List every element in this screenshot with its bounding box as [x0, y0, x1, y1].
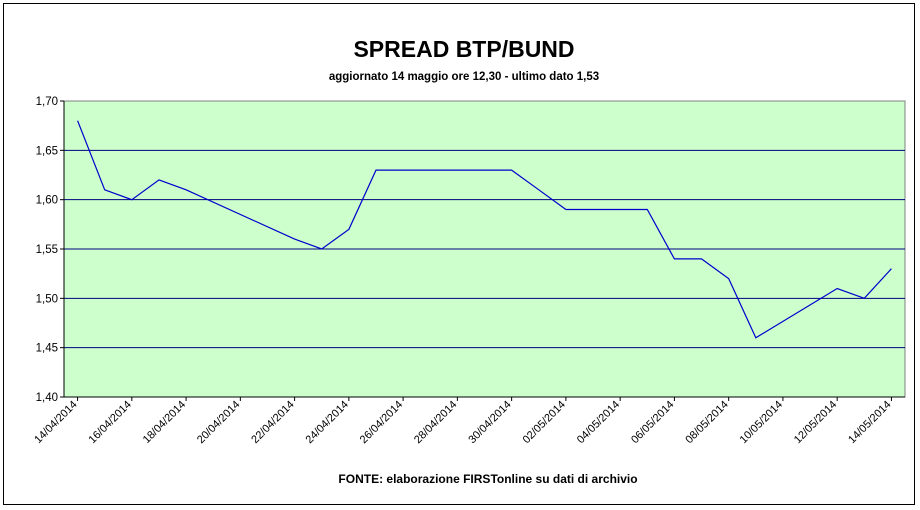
- x-tick-label: 28/04/2014: [412, 399, 459, 446]
- chart-frame: SPREAD BTP/BUND aggiornato 14 maggio ore…: [3, 3, 915, 505]
- x-tick-label: 04/05/2014: [575, 399, 622, 446]
- y-axis-ticks: 1,70 1,65 1,60 1,55 1,50 1,45 1,40: [36, 96, 64, 404]
- x-tick-label: 08/05/2014: [683, 399, 730, 446]
- y-tick-label: 1,45: [36, 343, 58, 355]
- chart-subtitle: aggiornato 14 maggio ore 12,30 - ultimo …: [329, 71, 599, 83]
- chart-title: SPREAD BTP/BUND: [353, 36, 574, 62]
- x-tick-label: 14/05/2014: [846, 399, 893, 446]
- x-tick-label: 24/04/2014: [304, 399, 351, 446]
- line-chart: SPREAD BTP/BUND aggiornato 14 maggio ore…: [32, 36, 906, 486]
- y-tick-label: 1,50: [36, 293, 58, 305]
- x-tick-label: 20/04/2014: [195, 399, 242, 446]
- x-tick-label: 30/04/2014: [466, 399, 513, 446]
- y-tick-label: 1,40: [36, 392, 58, 404]
- gridlines: [64, 149, 905, 349]
- x-tick-label: 18/04/2014: [141, 399, 188, 446]
- x-tick-label: 26/04/2014: [358, 399, 405, 446]
- y-tick-label: 1,60: [36, 195, 58, 207]
- x-tick-label: 06/05/2014: [629, 399, 676, 446]
- x-tick-label: 02/05/2014: [521, 399, 568, 446]
- x-tick-label: 16/04/2014: [87, 399, 134, 446]
- x-tick-label: 12/05/2014: [792, 399, 839, 446]
- x-axis-ticks: 14/04/2014 16/04/2014 18/04/2014 20/04/2014…: [32, 397, 894, 446]
- series-line: [77, 120, 892, 339]
- source-note: FONTE: elaborazione FIRSTonline su dati …: [338, 472, 637, 486]
- x-tick-label: 14/04/2014: [32, 399, 79, 446]
- y-tick-label: 1,65: [36, 145, 58, 157]
- x-tick-label: 22/04/2014: [249, 399, 296, 446]
- y-tick-label: 1,55: [36, 244, 58, 256]
- y-tick-label: 1,70: [36, 96, 58, 108]
- x-tick-label: 10/05/2014: [738, 399, 785, 446]
